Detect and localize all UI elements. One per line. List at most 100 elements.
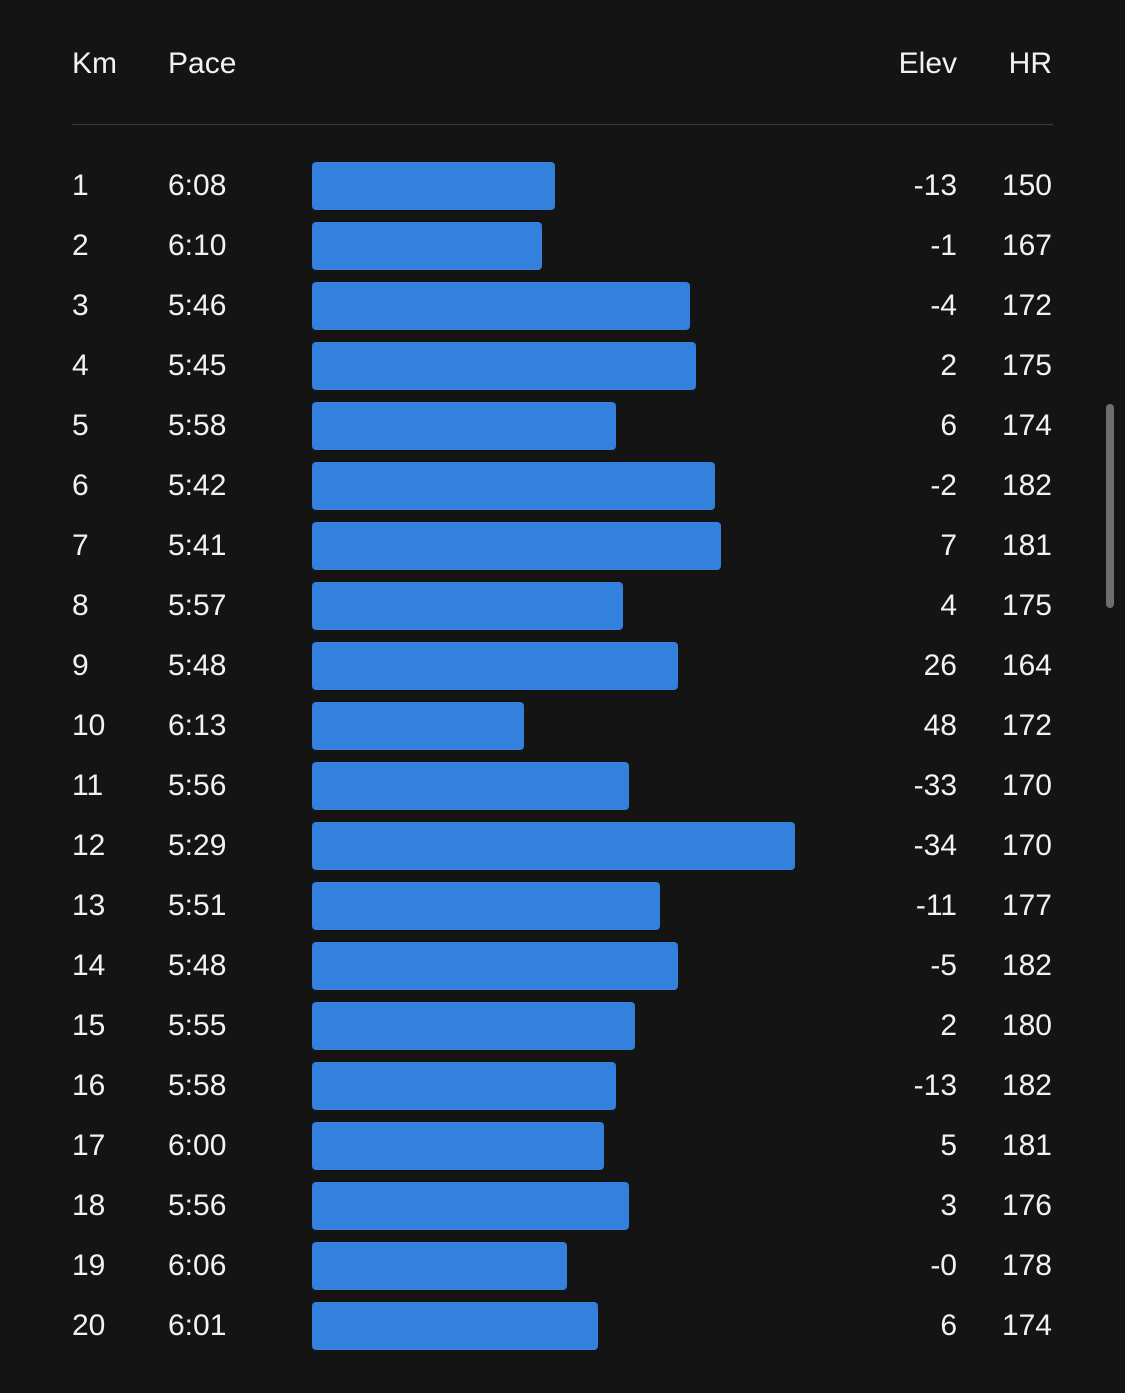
pace-bar bbox=[312, 1062, 616, 1110]
split-hr: 167 bbox=[1001, 229, 1052, 262]
split-row[interactable]: 16 5:58 -13 182 bbox=[72, 1062, 1053, 1122]
split-hr: 175 bbox=[1001, 589, 1052, 622]
split-km: 11 bbox=[72, 769, 104, 802]
split-row[interactable]: 19 6:06 -0 178 bbox=[72, 1242, 1053, 1302]
split-row[interactable]: 20 6:01 6 174 bbox=[72, 1302, 1053, 1362]
pace-bar bbox=[312, 642, 678, 690]
pace-bar bbox=[312, 522, 721, 570]
split-pace: 5:51 bbox=[168, 889, 227, 922]
split-pace: 6:06 bbox=[168, 1249, 227, 1282]
split-pace: 5:48 bbox=[168, 949, 227, 982]
split-row[interactable]: 15 5:55 2 180 bbox=[72, 1002, 1053, 1062]
pace-bar bbox=[312, 1182, 629, 1230]
split-km: 20 bbox=[72, 1309, 106, 1342]
split-row[interactable]: 12 5:29 -34 170 bbox=[72, 822, 1053, 882]
split-pace: 5:58 bbox=[168, 409, 227, 442]
split-hr: 181 bbox=[1001, 529, 1052, 562]
split-row[interactable]: 8 5:57 4 175 bbox=[72, 582, 1053, 642]
split-row[interactable]: 14 5:48 -5 182 bbox=[72, 942, 1053, 1002]
split-elev: -34 bbox=[913, 829, 957, 862]
pace-bar bbox=[312, 462, 715, 510]
split-hr: 172 bbox=[1001, 289, 1052, 322]
split-pace: 6:01 bbox=[168, 1309, 227, 1342]
split-elev: -13 bbox=[913, 169, 957, 202]
scrollbar-thumb[interactable] bbox=[1106, 404, 1114, 608]
pace-bar bbox=[312, 582, 623, 630]
split-km: 3 bbox=[72, 289, 89, 322]
split-hr: 177 bbox=[1001, 889, 1052, 922]
split-pace: 5:42 bbox=[168, 469, 227, 502]
pace-bar bbox=[312, 822, 795, 870]
split-pace: 5:29 bbox=[168, 829, 227, 862]
split-row[interactable]: 6 5:42 -2 182 bbox=[72, 462, 1053, 522]
split-elev: 4 bbox=[940, 589, 957, 622]
split-km: 12 bbox=[72, 829, 106, 862]
splits-list: 1 6:08 -13 150 2 6:10 -1 167 3 5:46 -4 172 4 5:45 2 175… bbox=[72, 162, 1053, 1362]
split-row[interactable]: 9 5:48 26 164 bbox=[72, 642, 1053, 702]
split-hr: 176 bbox=[1001, 1189, 1052, 1222]
pace-bar bbox=[312, 1002, 635, 1050]
split-elev: -0 bbox=[930, 1249, 957, 1282]
split-km: 4 bbox=[72, 349, 89, 382]
split-pace: 5:57 bbox=[168, 589, 227, 622]
split-elev: -2 bbox=[930, 469, 957, 502]
split-hr: 181 bbox=[1001, 1129, 1052, 1162]
splits-table: Km Pace Elev HR 1 6:08 -13 150 2 6:10 -1 167 3 5:… bbox=[72, 0, 1053, 1393]
split-row[interactable]: 5 5:58 6 174 bbox=[72, 402, 1053, 462]
split-elev: -4 bbox=[930, 289, 957, 322]
split-pace: 5:45 bbox=[168, 349, 227, 382]
split-elev: 48 bbox=[923, 709, 957, 742]
split-row[interactable]: 13 5:51 -11 177 bbox=[72, 882, 1053, 942]
pace-bar bbox=[312, 222, 542, 270]
split-hr: 182 bbox=[1001, 949, 1052, 982]
split-km: 13 bbox=[72, 889, 106, 922]
split-km: 18 bbox=[72, 1189, 106, 1222]
split-pace: 5:48 bbox=[168, 649, 227, 682]
split-row[interactable]: 17 6:00 5 181 bbox=[72, 1122, 1053, 1182]
pace-bar bbox=[312, 942, 678, 990]
split-row[interactable]: 11 5:56 -33 170 bbox=[72, 762, 1053, 822]
split-row[interactable]: 3 5:46 -4 172 bbox=[72, 282, 1053, 342]
split-hr: 178 bbox=[1001, 1249, 1052, 1282]
split-km: 1 bbox=[72, 169, 89, 202]
split-pace: 5:46 bbox=[168, 289, 227, 322]
split-row[interactable]: 7 5:41 7 181 bbox=[72, 522, 1053, 582]
km-column-header: Km bbox=[72, 47, 117, 80]
split-row[interactable]: 1 6:08 -13 150 bbox=[72, 162, 1053, 222]
split-row[interactable]: 4 5:45 2 175 bbox=[72, 342, 1053, 402]
split-pace: 6:00 bbox=[168, 1129, 227, 1162]
split-hr: 182 bbox=[1001, 469, 1052, 502]
split-km: 5 bbox=[72, 409, 89, 442]
pace-bar bbox=[312, 882, 660, 930]
split-row[interactable]: 10 6:13 48 172 bbox=[72, 702, 1053, 762]
split-hr: 164 bbox=[1001, 649, 1052, 682]
pace-bar bbox=[312, 162, 555, 210]
split-pace: 5:41 bbox=[168, 529, 227, 562]
split-elev: -13 bbox=[913, 1069, 957, 1102]
split-km: 7 bbox=[72, 529, 89, 562]
table-header: Km Pace Elev HR bbox=[72, 40, 1053, 88]
pace-bar bbox=[312, 1302, 598, 1350]
split-km: 10 bbox=[72, 709, 106, 742]
split-elev: 26 bbox=[923, 649, 957, 682]
split-pace: 6:08 bbox=[168, 169, 227, 202]
pace-bar bbox=[312, 282, 690, 330]
pace-column-header: Pace bbox=[168, 47, 237, 80]
split-row[interactable]: 2 6:10 -1 167 bbox=[72, 222, 1053, 282]
pace-bar bbox=[312, 1122, 604, 1170]
split-elev: -11 bbox=[915, 889, 957, 922]
pace-bar bbox=[312, 1242, 567, 1290]
split-row[interactable]: 18 5:56 3 176 bbox=[72, 1182, 1053, 1242]
split-km: 6 bbox=[72, 469, 89, 502]
split-hr: 174 bbox=[1001, 1309, 1052, 1342]
split-pace: 5:58 bbox=[168, 1069, 227, 1102]
split-elev: 2 bbox=[940, 349, 957, 382]
hr-column-header: HR bbox=[1008, 47, 1052, 80]
split-elev: -33 bbox=[913, 769, 957, 802]
split-elev: 5 bbox=[940, 1129, 957, 1162]
pace-bar bbox=[312, 702, 524, 750]
split-pace: 5:55 bbox=[168, 1009, 227, 1042]
split-hr: 175 bbox=[1001, 349, 1052, 382]
pace-bar bbox=[312, 342, 696, 390]
split-elev: 3 bbox=[940, 1189, 957, 1222]
